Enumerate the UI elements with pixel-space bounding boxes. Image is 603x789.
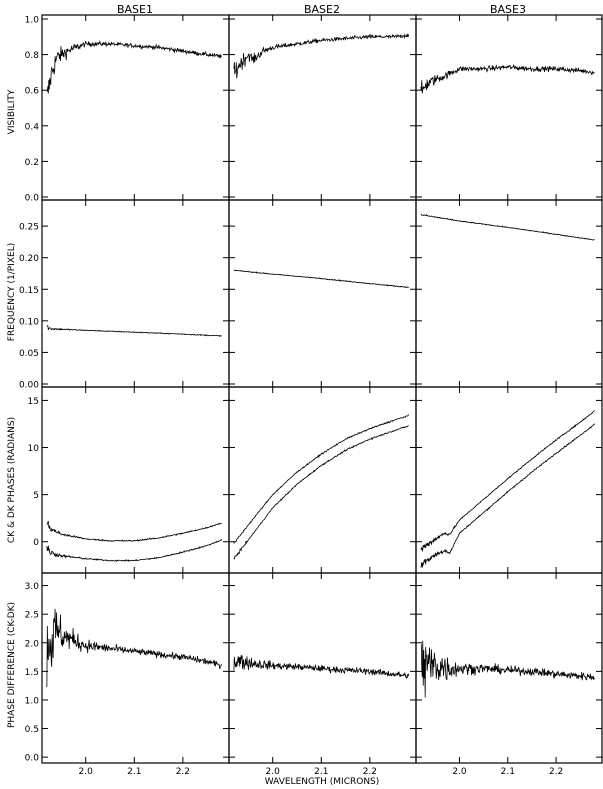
series-r2-c2-0 [420,409,596,553]
x-tick-label: 2.2 [176,767,190,777]
column-title-base2: BASE2 [304,3,340,16]
series-r2-c0-1 [46,538,223,562]
x-tick-label: 2.1 [314,767,328,777]
panel-frame [41,572,230,764]
x-tick-label: 2.0 [452,767,467,777]
panel-r1-c0: 0.00 0.05 0.10 0.15 0.20 0.25 [19,199,230,391]
row-ylabels: VISIBILITY FREQUENCY (1/PIXEL) CK & DK P… [7,89,17,728]
panel-frame [415,14,603,201]
ylabel-frequency: FREQUENCY (1/PIXEL) [7,243,17,341]
x-tick-label: 2.2 [363,767,377,777]
y-tick-label: 0.5 [25,725,39,735]
panel-r1-c2 [415,199,603,388]
column-title-base3: BASE3 [490,3,526,16]
x-axis-label: WAVELENGTH (MICRONS) [265,777,380,787]
panel-r0-c1 [228,14,417,201]
series-r3-c2-0 [420,640,595,698]
y-tick-label: 0.05 [19,349,39,359]
panel-r0-c0: 0.0 0.2 0.4 0.6 0.8 1.0 [25,14,230,204]
y-tick-label: 0.8 [25,51,40,61]
panel-frame [41,199,230,388]
y-tick-label: 0.10 [19,317,39,327]
y-tick-label: 5 [33,491,39,501]
panel-r3-c2: 2.0 2.1 2.2 [415,572,603,777]
series-r1-c1-0 [233,269,409,289]
panel-grid: 0.00.20.40.60.81.00.000.050.100.150.200.… [19,14,603,777]
column-title-base1: BASE1 [117,3,153,16]
y-tick-label: 0.00 [19,381,39,391]
ylabel-phases: CK & DK PHASES (RADIANS) [7,417,17,543]
panel-r2-c1 [228,386,417,574]
series-r3-c1-0 [233,655,410,680]
series-r2-c1-1 [233,425,409,560]
panel-r3-c1: 2.0 2.1 2.2 [228,572,417,777]
series-r0-c2-0 [420,64,595,94]
panel-frame [41,386,230,574]
panel-frame [228,14,417,201]
y-tick-label: 1.0 [25,16,40,26]
y-tick-label: 0.6 [25,87,40,97]
y-tick-label: 0.4 [25,122,40,132]
y-tick-label: 10 [28,444,40,454]
y-tick-label: 0.2 [25,158,39,168]
panel-frame [228,386,417,574]
series-r2-c1-0 [233,414,410,544]
y-tick-label: 2.0 [25,639,40,649]
x-tick-label: 2.1 [501,767,515,777]
series-r1-c2-0 [420,213,595,241]
panel-r0-c2 [415,14,603,201]
y-tick-label: 3.0 [25,582,40,592]
series-r3-c0-0 [46,608,223,688]
x-tick-label: 2.0 [266,767,281,777]
series-r0-c0-0 [46,40,222,94]
x-tick-label: 2.0 [79,767,94,777]
panel-frame [415,572,603,764]
x-tick-label: 2.1 [127,767,141,777]
ylabel-phase-difference: PHASE DIFFERENCE (CK-DK) [7,602,17,728]
y-tick-label: 15 [28,397,39,407]
y-tick-label: 0.0 [25,754,40,764]
panel-r3-c0: 0.0 0.5 1.0 1.5 2.0 2.5 3.0 2.0 2.1 2.2 [25,572,230,777]
y-tick-label: 0.25 [19,223,39,233]
y-tick-label: 2.5 [25,611,39,621]
y-tick-label: 0.15 [19,286,39,296]
panel-r2-c2 [415,386,603,574]
column-titles: BASE1 BASE2 BASE3 [117,3,526,16]
y-tick-label: 0.0 [25,194,40,204]
y-tick-label: 1.5 [25,668,39,678]
panel-r2-c0: 0 5 10 15 [28,386,230,574]
ylabel-visibility: VISIBILITY [7,89,17,134]
panel-frame [228,199,417,388]
panel-frame [41,14,230,201]
panel-r1-c1 [228,199,417,388]
y-tick-label: 0 [33,538,39,548]
series-r2-c2-1 [420,423,596,568]
series-r1-c0-0 [46,325,222,338]
panel-frame [415,386,603,574]
series-r2-c0-0 [46,520,222,543]
x-tick-label: 2.2 [549,767,563,777]
series-r0-c1-0 [233,33,410,79]
y-tick-label: 1.0 [25,696,40,706]
y-tick-label: 0.20 [19,254,39,264]
